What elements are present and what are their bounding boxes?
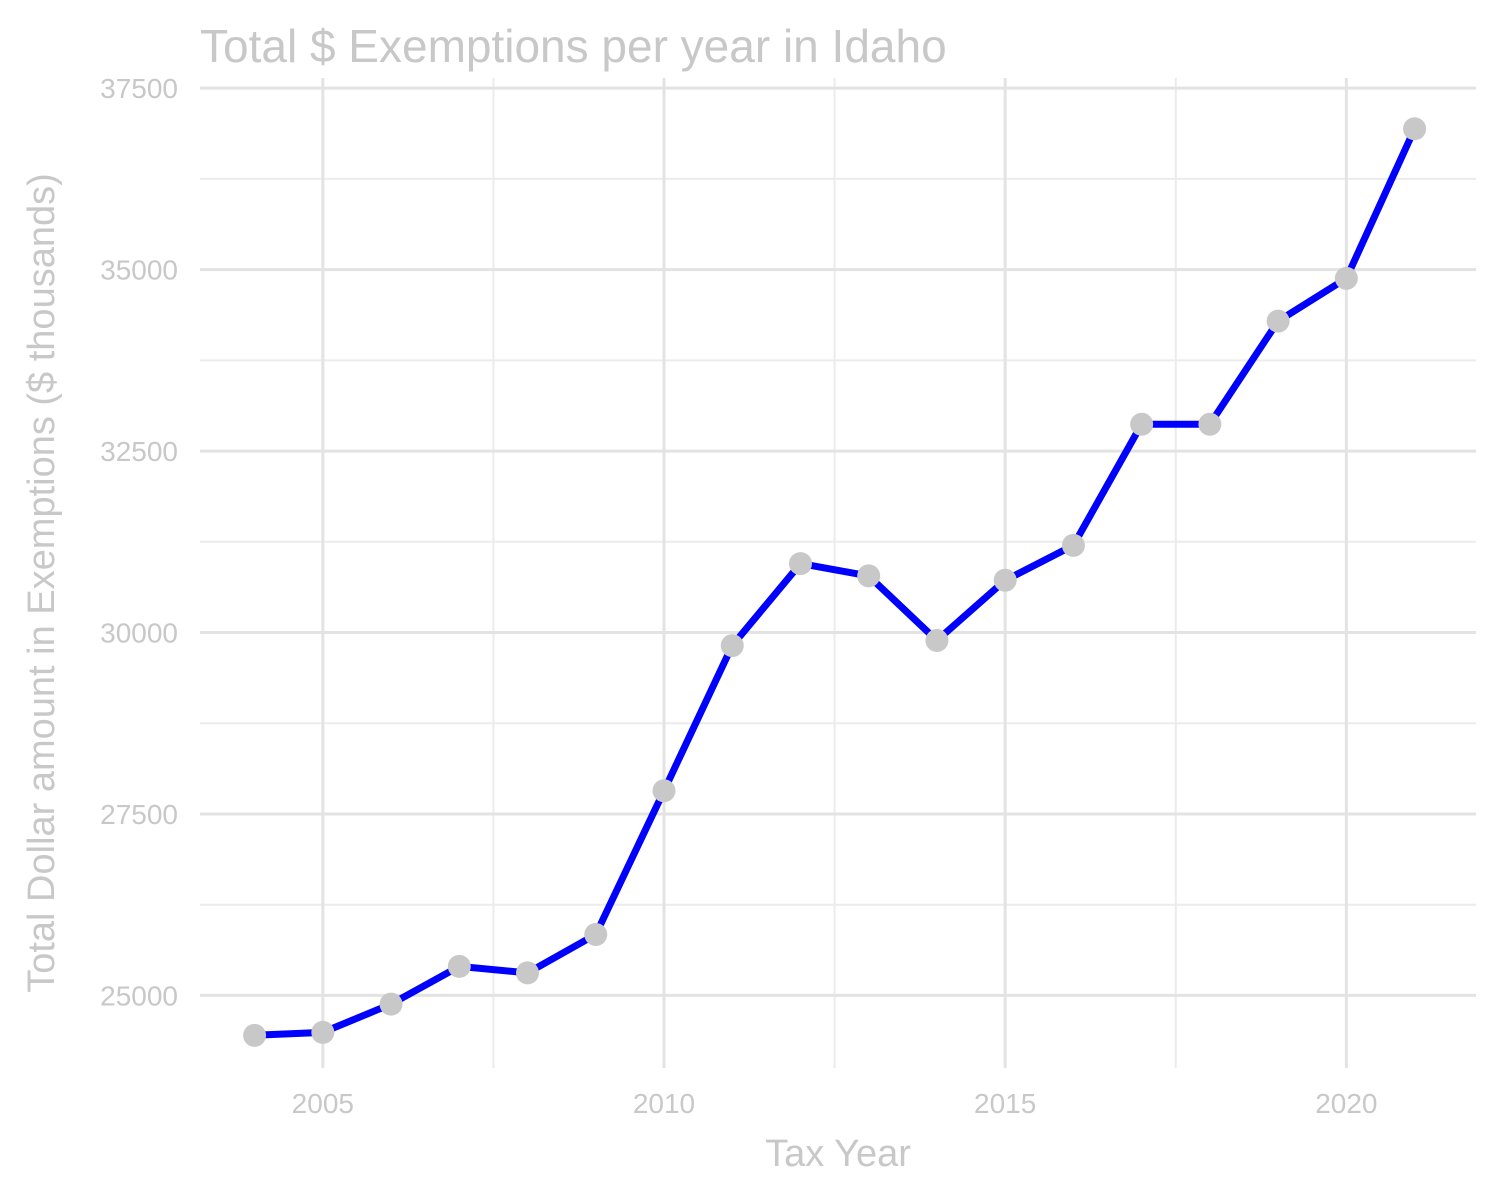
chart-title: Total $ Exemptions per year in Idaho xyxy=(200,20,947,72)
data-point xyxy=(1403,117,1427,141)
y-tick-label: 30000 xyxy=(100,618,178,649)
data-point xyxy=(1061,533,1085,557)
data-point xyxy=(1198,412,1222,436)
y-tick-label: 27500 xyxy=(100,799,178,830)
y-axis-ticks: 25000 27500 30000 32500 35000 37500 xyxy=(100,73,178,1011)
data-series xyxy=(251,125,1419,1039)
x-axis-ticks: 2005 2010 2015 2020 xyxy=(292,1088,1378,1119)
data-point xyxy=(788,552,812,576)
data-point xyxy=(243,1023,267,1047)
x-tick-label: 2020 xyxy=(1315,1088,1377,1119)
data-point xyxy=(1334,266,1358,290)
data-point xyxy=(311,1020,335,1044)
x-tick-label: 2010 xyxy=(633,1088,695,1119)
data-point xyxy=(447,954,471,978)
x-tick-label: 2015 xyxy=(974,1088,1036,1119)
y-tick-label: 32500 xyxy=(100,436,178,467)
y-axis-title: Total Dollar amount in Exemptions ($ tho… xyxy=(21,173,63,993)
y-tick-label: 25000 xyxy=(100,980,178,1011)
data-point xyxy=(1130,412,1154,436)
data-point xyxy=(720,634,744,658)
y-tick-label: 37500 xyxy=(100,73,178,104)
series-line xyxy=(251,125,1419,1039)
x-axis-title: Tax Year xyxy=(765,1133,911,1175)
x-tick-label: 2005 xyxy=(292,1088,354,1119)
data-point xyxy=(925,629,949,652)
data-point xyxy=(993,568,1017,592)
data-point xyxy=(584,922,608,946)
data-point xyxy=(652,779,676,803)
data-point xyxy=(516,961,540,985)
data-point xyxy=(379,992,403,1016)
data-points xyxy=(243,117,1427,1047)
data-point xyxy=(1266,309,1290,333)
data-point xyxy=(857,564,881,588)
y-tick-label: 35000 xyxy=(100,255,178,286)
